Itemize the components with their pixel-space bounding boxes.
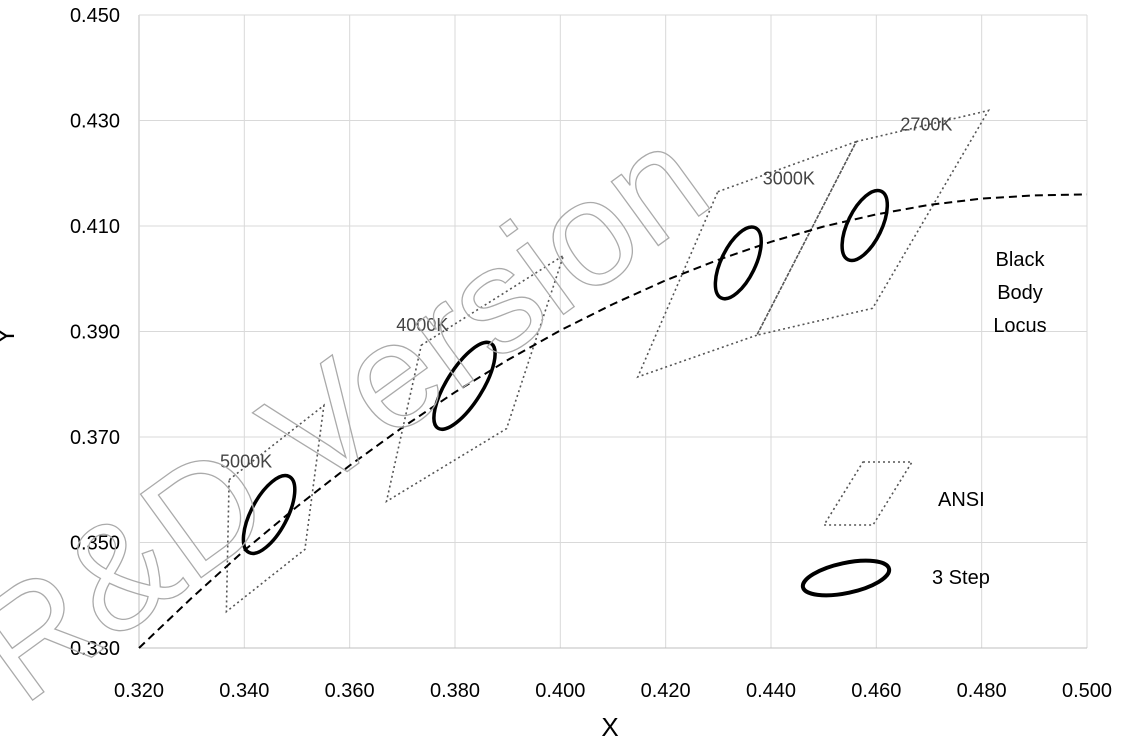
ansi-quadrangle bbox=[225, 403, 325, 614]
y-tick-label: 0.370 bbox=[70, 427, 120, 449]
black-body-locus-line bbox=[138, 193, 1088, 649]
y-tick-label: 0.410 bbox=[70, 216, 120, 238]
y-tick-label: 0.350 bbox=[70, 533, 120, 555]
x-tick-label: 0.420 bbox=[641, 680, 691, 702]
x-tick-label: 0.380 bbox=[430, 680, 480, 702]
cct-label: 4000K bbox=[396, 315, 448, 335]
x-tick-label: 0.480 bbox=[957, 680, 1007, 702]
y-axis-title: Y bbox=[0, 327, 20, 344]
x-tick-label: 0.400 bbox=[535, 680, 585, 702]
watermark: R&D Version bbox=[0, 93, 736, 734]
legend-3step-symbol bbox=[800, 558, 892, 598]
ansi-quadrangles bbox=[225, 109, 991, 614]
x-tick-label: 0.340 bbox=[219, 680, 269, 702]
grid bbox=[138, 14, 1088, 649]
cct-labels: 5000K 4000K 3000K 2700K bbox=[220, 115, 952, 472]
x-tick-label: 0.320 bbox=[114, 680, 164, 702]
y-tick-label: 0.330 bbox=[70, 638, 120, 660]
black-body-locus-label: Black Body Locus bbox=[993, 249, 1046, 337]
cct-label: 2700K bbox=[900, 115, 952, 135]
x-tick-label: 0.360 bbox=[325, 680, 375, 702]
x-tick-label: 0.500 bbox=[1062, 680, 1112, 702]
x-axis-title: X bbox=[601, 712, 618, 741]
cct-label: 5000K bbox=[220, 452, 272, 472]
three-step-ellipse bbox=[432, 340, 497, 432]
ansi-quadrangle bbox=[385, 253, 565, 504]
legend-ansi-label: ANSI bbox=[938, 489, 985, 511]
cct-label: 3000K bbox=[763, 169, 815, 189]
three-step-ellipse bbox=[713, 225, 763, 301]
locus-label-line: Locus bbox=[993, 315, 1046, 337]
three-step-ellipse bbox=[241, 473, 297, 556]
three-step-ellipse bbox=[840, 188, 890, 263]
x-tick-label: 0.460 bbox=[851, 680, 901, 702]
three-step-ellipses bbox=[241, 188, 890, 556]
x-tick-labels: 0.320 0.340 0.360 0.380 0.400 0.420 0.440 0.460… bbox=[114, 680, 1112, 702]
y-tick-label: 0.430 bbox=[70, 111, 120, 133]
y-tick-label: 0.450 bbox=[70, 5, 120, 27]
ansi-quadrangle bbox=[755, 109, 991, 337]
legend: ANSI 3 Step bbox=[800, 461, 990, 598]
legend-ansi-symbol bbox=[822, 461, 914, 526]
locus-label-line: Black bbox=[996, 249, 1046, 271]
legend-3step-label: 3 Step bbox=[932, 567, 990, 589]
locus-label-line: Body bbox=[997, 282, 1043, 304]
y-tick-label: 0.390 bbox=[70, 322, 120, 344]
y-tick-labels: 0.330 0.350 0.370 0.390 0.410 0.430 0.450 bbox=[70, 5, 120, 660]
x-tick-label: 0.440 bbox=[746, 680, 796, 702]
